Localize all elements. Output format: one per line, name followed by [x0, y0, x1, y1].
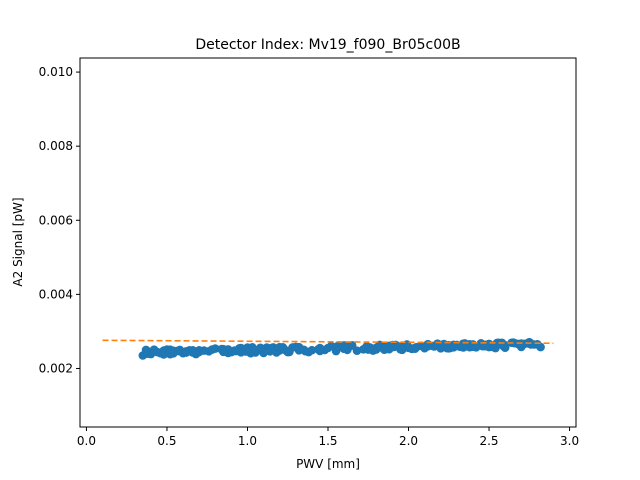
x-tick-label: 1.5 — [318, 434, 337, 448]
y-tick-label: 0.002 — [39, 361, 73, 375]
data-point — [207, 345, 217, 354]
y-tick-label: 0.004 — [39, 287, 73, 301]
data-point — [487, 342, 497, 352]
x-axis-ticks: 0.0 0.5 1.0 1.5 2.0 2.5 3.0 — [77, 427, 579, 448]
data-point — [175, 346, 185, 355]
data-point — [510, 338, 520, 348]
data-point — [362, 342, 371, 351]
data-point — [404, 342, 413, 352]
x-tick-label: 3.0 — [560, 434, 579, 448]
y-axis-label: A2 Signal [pW] — [11, 197, 25, 286]
data-points — [138, 337, 545, 360]
data-point — [294, 342, 304, 352]
y-tick-label: 0.010 — [39, 65, 73, 79]
data-point — [471, 342, 481, 352]
data-point — [339, 344, 349, 354]
x-tick-label: 0.5 — [157, 434, 176, 448]
data-point — [304, 347, 313, 357]
data-point — [315, 343, 325, 353]
y-tick-label: 0.006 — [39, 213, 73, 227]
data-point — [223, 345, 233, 354]
chart-title: Detector Index: Mv19_f090_Br05c00B — [195, 37, 460, 53]
x-tick-label: 0.0 — [77, 434, 96, 448]
x-axis-label: PWV [mm] — [296, 457, 360, 471]
x-tick-label: 2.0 — [399, 434, 418, 448]
data-point — [159, 349, 169, 358]
fit-line-layer — [102, 339, 554, 345]
data-point — [181, 346, 191, 356]
data-point — [436, 343, 446, 353]
x-tick-label: 2.5 — [479, 434, 498, 448]
y-axis-ticks: 0.002 0.004 0.006 0.008 0.010 — [39, 65, 80, 375]
fit-line — [102, 339, 554, 345]
data-point — [275, 342, 284, 352]
data-point — [333, 341, 342, 351]
data-point — [248, 343, 257, 352]
plot-frame — [79, 57, 577, 428]
data-point — [265, 344, 275, 354]
data-point — [536, 342, 545, 352]
data-point — [165, 345, 175, 354]
data-point — [389, 342, 399, 352]
data-point — [199, 346, 209, 355]
data-point — [188, 348, 198, 357]
data-point — [446, 343, 455, 353]
y-tick-label: 0.008 — [39, 139, 73, 153]
data-point — [143, 347, 152, 356]
data-point — [423, 342, 433, 351]
x-tick-label: 1.0 — [238, 434, 257, 448]
data-point — [149, 345, 159, 354]
data-point — [499, 341, 508, 351]
data-point — [323, 343, 333, 353]
data-point — [410, 344, 420, 354]
data-point — [285, 347, 294, 357]
data-point — [256, 343, 265, 353]
